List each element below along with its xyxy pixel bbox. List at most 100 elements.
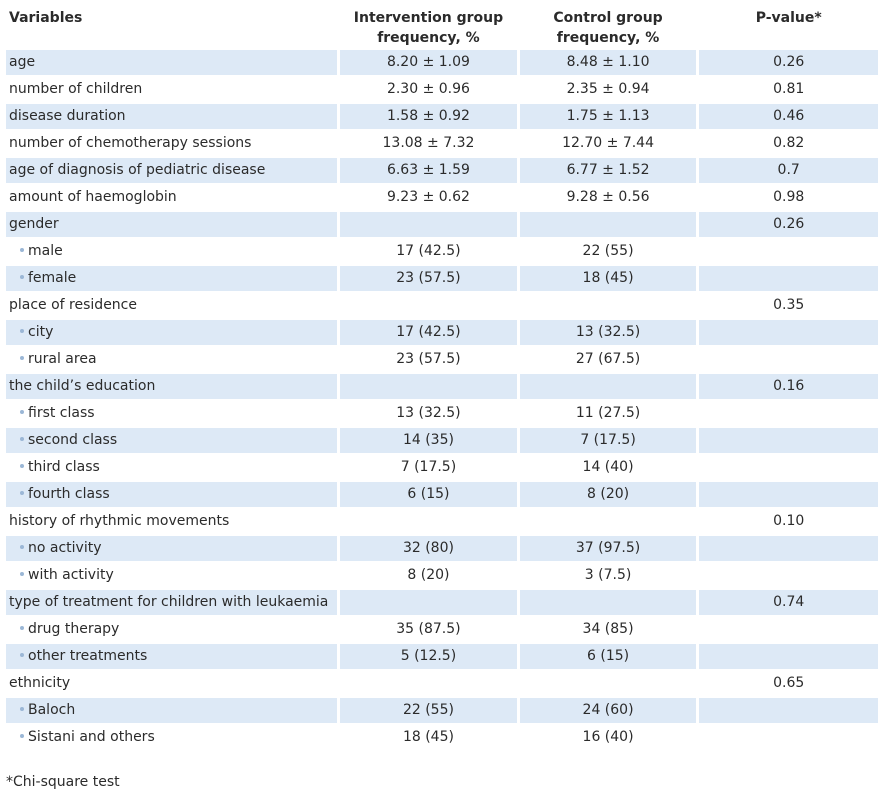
bullet-icon xyxy=(20,734,24,738)
row-label: age of diagnosis of pediatric disease xyxy=(9,162,266,178)
pvalue-cell: 0.46 xyxy=(699,104,878,131)
control-cell: 8 (20) xyxy=(519,482,697,509)
pvalue-cell: 0.10 xyxy=(699,509,878,536)
variable-cell: disease duration xyxy=(6,104,338,131)
subcategory-cell: no activity xyxy=(6,536,338,563)
variable-cell: amount of haemoglobin xyxy=(6,185,338,212)
table-row: first class 13 (32.5) 11 (27.5) xyxy=(6,401,878,428)
intervention-cell: 23 (57.5) xyxy=(340,266,517,293)
table-row: third class 7 (17.5) 14 (40) xyxy=(6,455,878,482)
table-row: second class 14 (35) 7 (17.5) xyxy=(6,428,878,455)
intervention-cell: 32 (80) xyxy=(340,536,517,563)
table-row: number of chemotherapy sessions 13.08 ± 7… xyxy=(6,131,878,158)
row-label: the child’s education xyxy=(9,378,156,394)
pvalue-cell xyxy=(699,563,878,590)
header-pvalue: P-value* xyxy=(699,6,878,50)
control-cell xyxy=(519,590,697,617)
intervention-cell: 17 (42.5) xyxy=(340,239,517,266)
variable-cell: the child’s education xyxy=(6,374,338,401)
pvalue-cell xyxy=(699,428,878,455)
subcategory-cell: Baloch xyxy=(6,698,338,725)
pvalue-cell: 0.16 xyxy=(699,374,878,401)
subcategory-cell: Sistani and others xyxy=(6,725,338,752)
intervention-cell: 8.20 ± 1.09 xyxy=(340,50,517,77)
bullet-icon xyxy=(20,437,24,441)
subcategory-cell: with activity xyxy=(6,563,338,590)
intervention-cell xyxy=(340,374,517,401)
pvalue-cell xyxy=(699,320,878,347)
header-control: Control group frequency, % xyxy=(520,6,697,50)
table-row: drug therapy 35 (87.5) 34 (85) xyxy=(6,617,878,644)
table-header: Variables Intervention group frequency, %… xyxy=(6,6,878,50)
pvalue-cell: 0.74 xyxy=(699,590,878,617)
pvalue-cell: 0.65 xyxy=(699,671,878,698)
header-pvalue-text: P-value* xyxy=(755,10,822,26)
pvalue-cell xyxy=(699,401,878,428)
table-row: other treatments 5 (12.5) 6 (15) xyxy=(6,644,878,671)
header-variables-text: Variables xyxy=(9,10,83,26)
pvalue-cell xyxy=(699,698,878,725)
control-cell: 9.28 ± 0.56 xyxy=(519,185,697,212)
table-row: female 23 (57.5) 18 (45) xyxy=(6,266,878,293)
control-cell: 2.35 ± 0.94 xyxy=(519,77,697,104)
variable-cell: gender xyxy=(6,212,338,239)
footnote: *Chi-square test xyxy=(6,774,120,790)
subcategory-cell: rural area xyxy=(6,347,338,374)
control-cell: 3 (7.5) xyxy=(519,563,697,590)
table-row: place of residence 0.35 xyxy=(6,293,878,320)
control-cell xyxy=(519,212,697,239)
intervention-cell xyxy=(340,293,517,320)
control-cell: 22 (55) xyxy=(519,239,697,266)
table-body: age 8.20 ± 1.09 8.48 ± 1.10 0.26 number of c… xyxy=(6,50,878,752)
control-cell: 16 (40) xyxy=(519,725,697,752)
intervention-cell: 22 (55) xyxy=(340,698,517,725)
table-row: male 17 (42.5) 22 (55) xyxy=(6,239,878,266)
header-intervention-line2: frequency, % xyxy=(377,30,480,46)
control-cell xyxy=(519,374,697,401)
table-row: age 8.20 ± 1.09 8.48 ± 1.10 0.26 xyxy=(6,50,878,77)
row-label: Baloch xyxy=(28,702,76,718)
intervention-cell xyxy=(340,590,517,617)
pvalue-cell: 0.81 xyxy=(699,77,878,104)
subcategory-cell: city xyxy=(6,320,338,347)
bullet-icon xyxy=(20,707,24,711)
control-cell: 34 (85) xyxy=(519,617,697,644)
intervention-cell: 9.23 ± 0.62 xyxy=(340,185,517,212)
intervention-cell: 5 (12.5) xyxy=(340,644,517,671)
header-intervention: Intervention group frequency, % xyxy=(340,6,517,50)
row-label: type of treatment for children with leuk… xyxy=(9,594,329,610)
header-intervention-line1: Intervention group xyxy=(353,10,504,26)
intervention-cell xyxy=(340,509,517,536)
row-label: city xyxy=(28,324,54,340)
row-label: with activity xyxy=(28,567,114,583)
pvalue-cell xyxy=(699,347,878,374)
intervention-cell: 6.63 ± 1.59 xyxy=(340,158,517,185)
intervention-cell: 6 (15) xyxy=(340,482,517,509)
subcategory-cell: other treatments xyxy=(6,644,338,671)
table-row: type of treatment for children with leuk… xyxy=(6,590,878,617)
row-label: third class xyxy=(28,459,100,475)
pvalue-cell xyxy=(699,644,878,671)
bullet-icon xyxy=(20,626,24,630)
intervention-cell: 13.08 ± 7.32 xyxy=(340,131,517,158)
subcategory-cell: second class xyxy=(6,428,338,455)
bullet-icon xyxy=(20,491,24,495)
control-cell xyxy=(519,293,697,320)
bullet-icon xyxy=(20,356,24,360)
table-row: Baloch 22 (55) 24 (60) xyxy=(6,698,878,725)
results-table: Variables Intervention group frequency, %… xyxy=(3,6,881,752)
control-cell: 6.77 ± 1.52 xyxy=(519,158,697,185)
row-label: gender xyxy=(9,216,59,232)
row-label: female xyxy=(28,270,77,286)
row-label: other treatments xyxy=(28,648,148,664)
pvalue-cell xyxy=(699,536,878,563)
subcategory-cell: fourth class xyxy=(6,482,338,509)
control-cell: 14 (40) xyxy=(519,455,697,482)
control-cell: 24 (60) xyxy=(519,698,697,725)
intervention-cell: 17 (42.5) xyxy=(340,320,517,347)
bullet-icon xyxy=(20,464,24,468)
intervention-cell: 14 (35) xyxy=(340,428,517,455)
variable-cell: place of residence xyxy=(6,293,338,320)
table-row: city 17 (42.5) 13 (32.5) xyxy=(6,320,878,347)
header-row: Variables Intervention group frequency, %… xyxy=(6,6,878,50)
